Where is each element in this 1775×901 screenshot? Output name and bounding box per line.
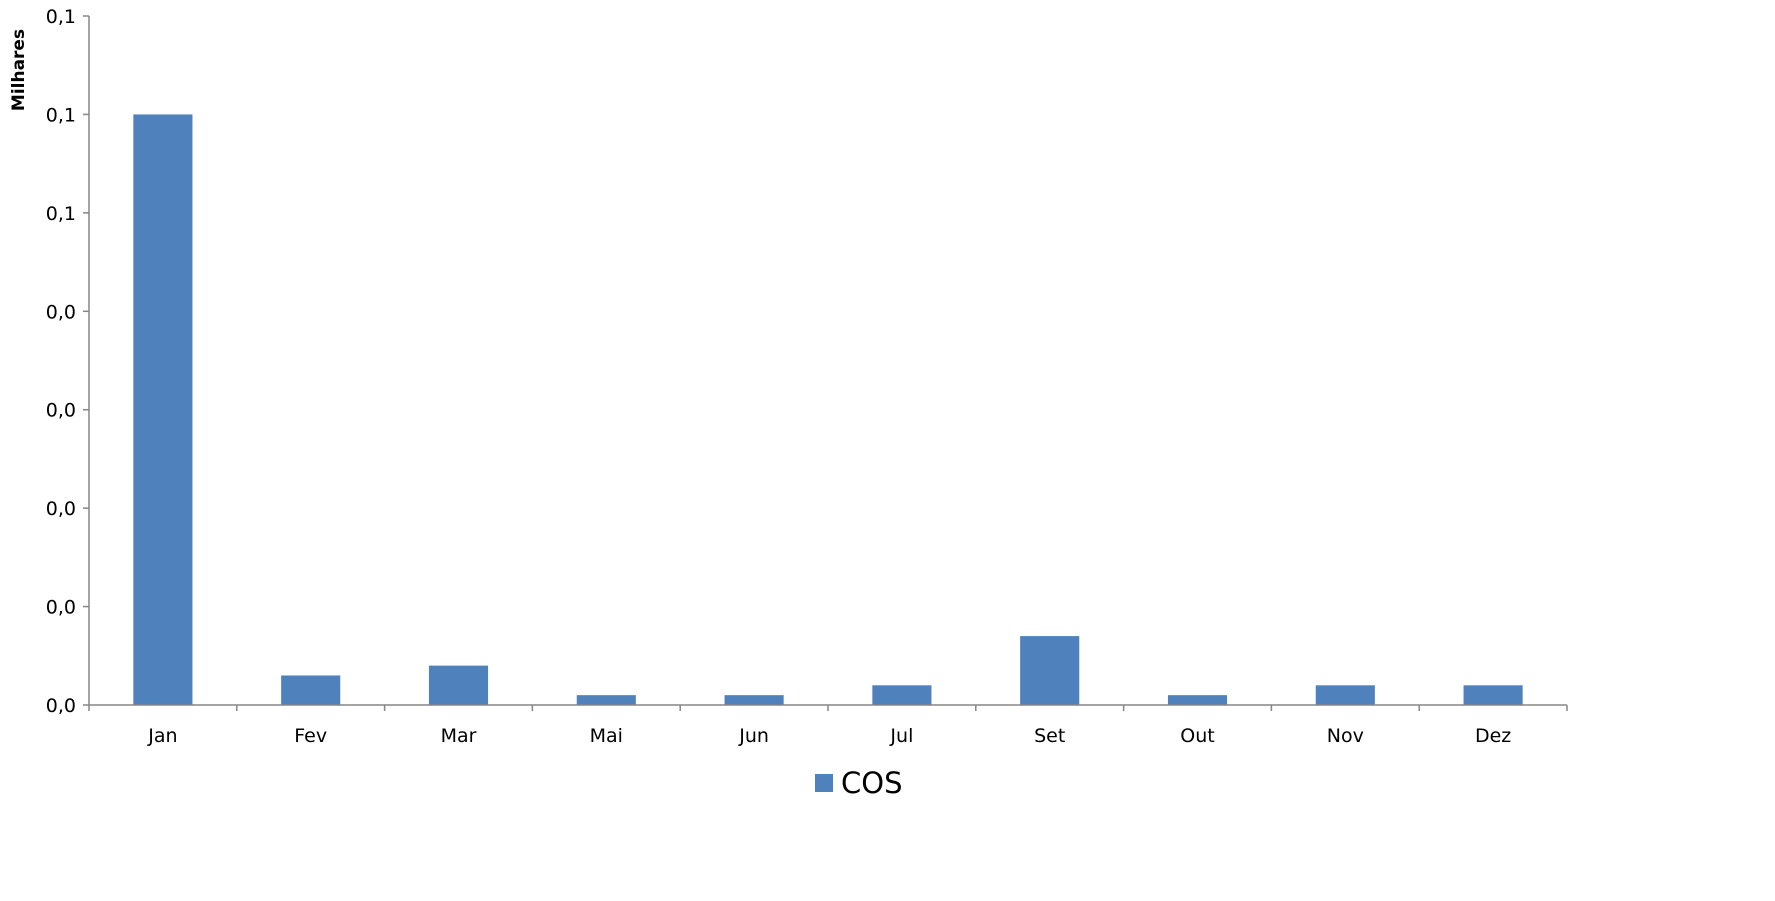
- x-tick-label: Set: [1034, 725, 1065, 747]
- y-axis-ticks: 0,0 0,0 0,0 0,0 0,0 0,1 0,1 0,1: [46, 6, 89, 717]
- legend-swatch-cos: [815, 774, 833, 792]
- x-tick-label: Mai: [590, 725, 623, 747]
- x-tick-label: Out: [1180, 725, 1214, 747]
- y-tick-label: 0,1: [46, 104, 76, 126]
- y-tick-label: 0,0: [46, 498, 76, 520]
- bar-mai[interactable]: [576, 695, 636, 705]
- x-tick-label: Jan: [147, 725, 177, 747]
- bar-jun[interactable]: [724, 695, 784, 705]
- bar-jul[interactable]: [872, 685, 932, 705]
- y-tick-label: 0,0: [46, 301, 76, 323]
- legend-label-cos: COS: [841, 766, 902, 800]
- bars: [133, 114, 1523, 705]
- x-tick-label: Fev: [294, 725, 327, 747]
- y-tick-label: 0,0: [46, 400, 76, 422]
- x-tick-label: Dez: [1475, 725, 1511, 747]
- bar-jan[interactable]: [133, 114, 193, 705]
- y-tick-label: 0,1: [46, 203, 76, 225]
- y-axis-title: Milhares: [9, 29, 29, 111]
- bar-nov[interactable]: [1315, 685, 1375, 705]
- x-tick-label: Mar: [441, 725, 477, 747]
- y-tick-label: 0,0: [46, 695, 76, 717]
- x-tick-label: Nov: [1327, 725, 1364, 747]
- x-axis-ticks: Jan Fev Mar Mai Jun Jul Set Out Nov Dez: [88, 705, 1568, 747]
- bar-mar[interactable]: [428, 665, 489, 705]
- x-tick-label: Jul: [889, 725, 913, 747]
- y-tick-label: 0,1: [46, 6, 76, 28]
- legend[interactable]: COS: [815, 766, 902, 800]
- bar-dez[interactable]: [1463, 685, 1523, 705]
- x-tick-label: Jun: [738, 725, 769, 747]
- y-tick-label: 0,0: [46, 597, 76, 619]
- bar-set[interactable]: [1020, 636, 1080, 705]
- bar-out[interactable]: [1167, 695, 1228, 705]
- bar-fev[interactable]: [281, 675, 341, 705]
